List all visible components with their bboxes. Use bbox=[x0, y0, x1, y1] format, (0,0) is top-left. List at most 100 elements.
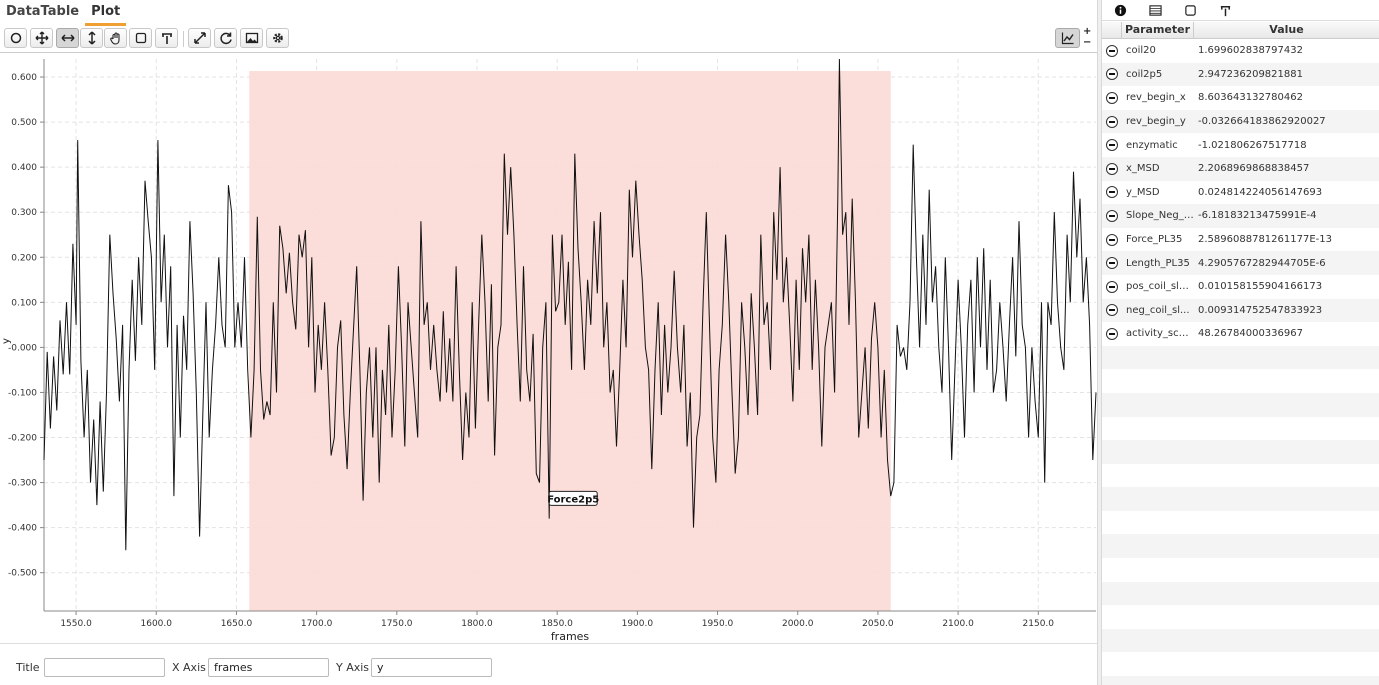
x-axis-input[interactable] bbox=[208, 658, 329, 677]
x-tick-label: 1550.0 bbox=[60, 619, 92, 629]
column-header-parameter[interactable]: Parameter bbox=[1122, 22, 1194, 38]
table-icon[interactable] bbox=[1144, 2, 1166, 19]
remove-icon[interactable] bbox=[1106, 162, 1118, 175]
x-tick-label: 2100.0 bbox=[942, 619, 974, 629]
info-icon[interactable] bbox=[1109, 2, 1131, 19]
zoom-out-button[interactable]: − bbox=[1083, 37, 1092, 48]
remove-icon[interactable] bbox=[1106, 257, 1118, 270]
y-axis-label: y bbox=[1, 338, 12, 344]
table-row[interactable]: Slope_Neg_20 -6.18183213475991E-4 bbox=[1102, 204, 1379, 228]
y-tick-label: -0.300 bbox=[8, 479, 37, 489]
remove-icon[interactable] bbox=[1106, 186, 1118, 199]
line-chart[interactable]: 0.600 0.500 0.400 0.300 0.200 0.100 -0.000 -0.1… bbox=[0, 53, 1097, 643]
y-axis-label-caption: Y Axis bbox=[336, 661, 370, 674]
table-row[interactable]: enzymatic -1.021806267517718 bbox=[1102, 133, 1379, 157]
annotate-icon[interactable] bbox=[155, 28, 178, 48]
parameter-panel: Parameter Value coil20 1.699602838797432 c… bbox=[1102, 0, 1379, 685]
parameter-table: Parameter Value coil20 1.699602838797432 c… bbox=[1102, 22, 1379, 685]
x-tick-label: 2050.0 bbox=[862, 619, 894, 629]
remove-icon[interactable] bbox=[1106, 115, 1118, 128]
table-row[interactable]: activity_score 48.26784000336967 bbox=[1102, 322, 1379, 346]
parameter-name: neg_coil_sl... bbox=[1126, 304, 1190, 316]
parameter-value: 2.947236209821881 bbox=[1198, 68, 1303, 80]
table-row[interactable]: rev_begin_x 8.603643132780462 bbox=[1102, 86, 1379, 110]
x-tick-label: 2000.0 bbox=[782, 619, 814, 629]
empty-row bbox=[1102, 487, 1379, 511]
remove-icon[interactable] bbox=[1106, 91, 1118, 104]
y-tick-label: -0.000 bbox=[8, 343, 37, 353]
parameter-value: -0.032664183862920027 bbox=[1198, 116, 1326, 128]
x-tick-label: 1750.0 bbox=[381, 619, 413, 629]
title-label: Title bbox=[16, 661, 40, 674]
tab-datatable[interactable]: DataTable bbox=[6, 4, 80, 19]
parameter-name: enzymatic bbox=[1126, 139, 1178, 151]
refresh-icon[interactable] bbox=[214, 28, 237, 48]
empty-row bbox=[1102, 392, 1379, 417]
axes: 0.600 0.500 0.400 0.300 0.200 0.100 -0.000 -0.1… bbox=[8, 59, 1096, 629]
splitter[interactable] bbox=[1097, 0, 1102, 685]
x-tick-label: 1600.0 bbox=[141, 619, 173, 629]
remove-icon[interactable] bbox=[1106, 304, 1118, 317]
table-row[interactable]: pos_coil_slo... 0.010158155904166173 bbox=[1102, 275, 1379, 299]
tab-plot[interactable]: Plot bbox=[85, 0, 127, 26]
settings-icon[interactable] bbox=[266, 28, 289, 48]
pin-icon[interactable] bbox=[1214, 2, 1236, 19]
y-tick-label: 0.200 bbox=[11, 253, 37, 263]
pan-icon[interactable] bbox=[30, 28, 53, 48]
plot-panel: DataTable Plot bbox=[0, 0, 1097, 685]
plot-toolbar: + − bbox=[0, 27, 1097, 52]
table-row[interactable]: coil20 1.699602838797432 bbox=[1102, 39, 1379, 63]
empty-row bbox=[1102, 417, 1379, 441]
zoom-y-icon[interactable] bbox=[80, 28, 103, 48]
table-row[interactable]: neg_coil_sl... 0.009314752547833923 bbox=[1102, 298, 1379, 323]
empty-row bbox=[1102, 676, 1379, 685]
remove-icon[interactable] bbox=[1106, 209, 1118, 222]
parameter-value: 2.5896088781261177E-13 bbox=[1198, 234, 1332, 246]
parameter-tabs bbox=[1102, 0, 1379, 21]
zoom-x-icon[interactable] bbox=[56, 28, 79, 48]
svg-text:Force2p5: Force2p5 bbox=[547, 494, 599, 505]
y-tick-label: 0.400 bbox=[11, 163, 37, 173]
axis-settings-bar: Title X Axis Y Axis bbox=[0, 643, 1097, 685]
column-header-value[interactable]: Value bbox=[1269, 23, 1304, 36]
parameter-name: coil2p5 bbox=[1126, 68, 1163, 80]
parameter-rows: coil20 1.699602838797432 coil2p5 2.94723620… bbox=[1102, 39, 1379, 685]
table-row[interactable]: Length_PL35 4.2905767282944705E-6 bbox=[1102, 251, 1379, 275]
remove-icon[interactable] bbox=[1106, 233, 1118, 246]
x-tick-label: 1950.0 bbox=[702, 619, 734, 629]
select-rect-icon[interactable] bbox=[129, 28, 152, 48]
fit-icon[interactable] bbox=[188, 28, 211, 48]
empty-row bbox=[1102, 652, 1379, 676]
table-row[interactable]: rev_begin_y -0.032664183862920027 bbox=[1102, 109, 1379, 134]
table-row[interactable]: coil2p5 2.947236209821881 bbox=[1102, 62, 1379, 87]
series-line bbox=[43, 58, 1097, 551]
parameter-value: 1.699602838797432 bbox=[1198, 45, 1303, 57]
y-tick-label: 0.300 bbox=[11, 208, 37, 218]
parameter-value: -1.021806267517718 bbox=[1198, 139, 1307, 151]
parameter-name: y_MSD bbox=[1126, 186, 1160, 198]
plot-area[interactable]: 0.600 0.500 0.400 0.300 0.200 0.100 -0.000 -0.1… bbox=[0, 52, 1097, 643]
remove-icon[interactable] bbox=[1106, 327, 1118, 340]
remove-icon[interactable] bbox=[1106, 68, 1118, 81]
parameter-name: Force_PL35 bbox=[1126, 234, 1183, 246]
title-input[interactable] bbox=[44, 658, 165, 677]
table-row[interactable]: Force_PL35 2.5896088781261177E-13 bbox=[1102, 228, 1379, 252]
remove-icon[interactable] bbox=[1106, 44, 1118, 57]
frame-icon[interactable] bbox=[1179, 2, 1201, 19]
select-circle-icon[interactable] bbox=[4, 28, 27, 48]
y-tick-label: -0.200 bbox=[8, 434, 37, 444]
parameter-value: 8.603643132780462 bbox=[1198, 92, 1303, 104]
table-row[interactable]: x_MSD 2.2068969868838457 bbox=[1102, 156, 1379, 181]
table-row[interactable]: y_MSD 0.024814224056147693 bbox=[1102, 181, 1379, 205]
x-tick-label: 1850.0 bbox=[541, 619, 573, 629]
remove-icon[interactable] bbox=[1106, 139, 1118, 152]
zoom-in-button[interactable]: + bbox=[1083, 26, 1092, 37]
line-chart-icon[interactable] bbox=[1055, 28, 1080, 48]
remove-icon[interactable] bbox=[1106, 280, 1118, 293]
annotation-force2p5[interactable]: Force2p5 bbox=[547, 490, 599, 506]
parameter-name: pos_coil_slo... bbox=[1126, 281, 1194, 293]
hand-icon[interactable] bbox=[104, 28, 127, 48]
y-axis-input[interactable] bbox=[371, 658, 492, 677]
export-image-icon[interactable] bbox=[240, 28, 263, 48]
x-tick-label: 2150.0 bbox=[1023, 619, 1055, 629]
